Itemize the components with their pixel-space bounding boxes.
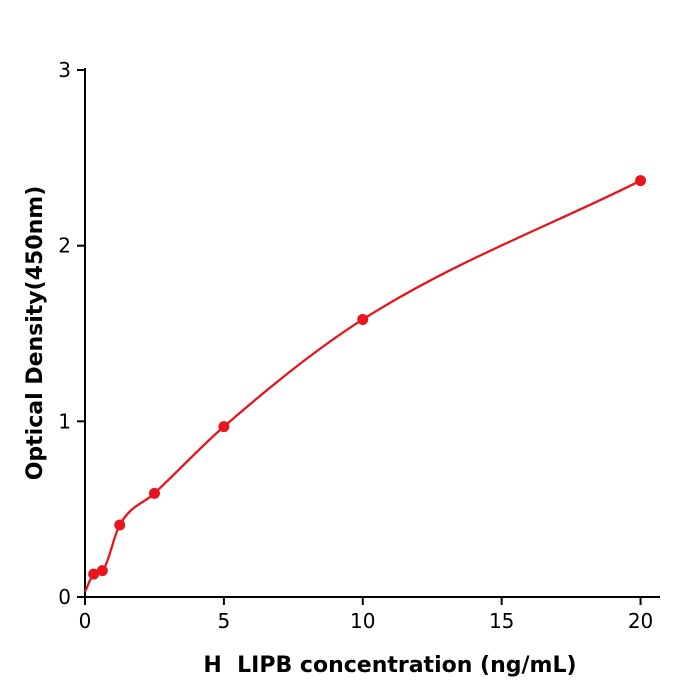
x-tick-label: 20 [628,609,653,633]
x-axis-title: H LIPB concentration (ng/mL) [203,653,576,678]
chart-generated-layer: 0 5 10 15 20 0 1 2 3 [58,58,660,633]
x-tick-label: 10 [350,609,375,633]
y-tick-label: 2 [58,234,71,258]
x-tick-label: 0 [79,609,92,633]
data-point [218,421,230,433]
data-point [96,565,108,577]
data-point [88,568,100,580]
y-tick-label: 3 [58,58,71,82]
data-point [635,175,647,187]
data-point [357,313,369,325]
y-tick-label: 0 [58,585,71,609]
data-point [114,519,126,531]
y-tick-label: 1 [58,409,71,433]
x-tick-label: 5 [218,609,231,633]
y-axis-title: Optical Density(450nm) [23,186,48,481]
fit-curve [83,179,642,593]
data-point [148,487,160,499]
x-tick-label: 15 [489,609,514,633]
